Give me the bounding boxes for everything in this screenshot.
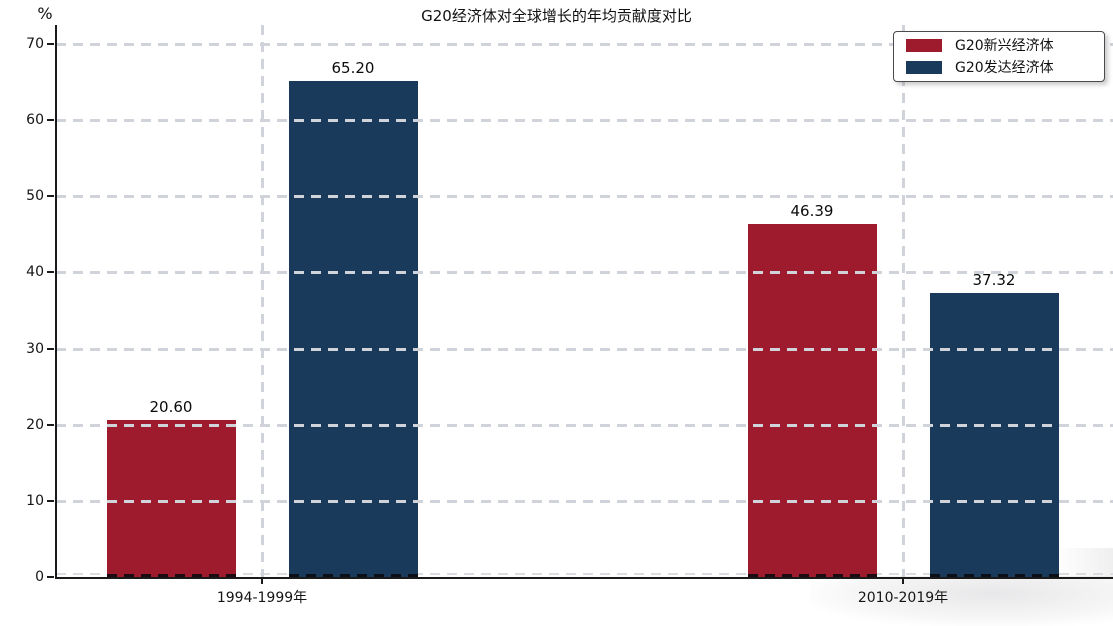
bar-value-label: 37.32 <box>972 270 1016 289</box>
y-tick-label: 60 <box>26 112 44 129</box>
x-tick-mark <box>261 579 263 584</box>
y-tick-label: 40 <box>26 264 44 281</box>
legend-item: G20发达经济体 <box>894 59 1104 77</box>
bar-value-label: 46.39 <box>790 201 834 220</box>
y-tick-label: 30 <box>26 340 44 357</box>
y-tick-label: 50 <box>26 188 44 205</box>
y-tick-mark <box>47 43 54 46</box>
gridline-x-0 <box>261 25 264 577</box>
y-axis-unit-label: % <box>37 4 53 23</box>
gridline-y40 <box>56 271 1113 275</box>
y-tick-mark <box>47 347 54 350</box>
y-tick-label: 20 <box>26 416 44 433</box>
x-tick-mark <box>902 579 904 584</box>
legend-label: G20新兴经济体 <box>955 37 1054 54</box>
y-tick-mark <box>47 499 54 502</box>
bar-baseline-dashes <box>288 573 418 577</box>
y-tick-mark <box>47 423 54 426</box>
gridline-y0 <box>56 573 1113 575</box>
y-tick-label: 0 <box>35 569 44 585</box>
gridline-y60 <box>56 119 1113 123</box>
legend-swatch <box>906 61 942 74</box>
gridline-y20 <box>56 423 1113 427</box>
x-tick-label: 1994-1999年 <box>216 590 308 606</box>
y-tick-mark <box>47 195 54 198</box>
bar-baseline-dashes <box>929 573 1059 577</box>
y-tick-mark <box>47 576 54 578</box>
legend: G20新兴经济体 G20发达经济体 <box>893 31 1105 82</box>
gridline-x-1 <box>902 25 905 577</box>
x-tick-label: 2010-2019年 <box>857 590 949 606</box>
gridline-y50 <box>56 195 1113 199</box>
gridline-y10 <box>56 499 1113 503</box>
legend-label: G20发达经济体 <box>955 59 1054 76</box>
bar-G20新兴经济体-2010-2019年 <box>747 223 877 577</box>
bar-baseline-dashes <box>106 573 236 577</box>
gridline-y70 <box>56 43 1113 47</box>
y-tick-label: 70 <box>26 36 44 53</box>
chart-title: G20经济体对全球增长的年均贡献度对比 <box>421 7 692 25</box>
y-tick-mark <box>47 271 54 274</box>
bar-value-label: 65.20 <box>331 58 375 77</box>
bar-value-label: 20.60 <box>149 398 193 417</box>
bar-G20新兴经济体-1994-1999年 <box>106 420 236 577</box>
bar-G20发达经济体-1994-1999年 <box>288 80 418 577</box>
legend-item: G20新兴经济体 <box>894 37 1104 55</box>
y-tick-label: 10 <box>26 492 44 509</box>
x-axis-line <box>55 577 1113 579</box>
gridline-y30 <box>56 347 1113 351</box>
y-axis-line <box>55 25 57 577</box>
y-tick-mark <box>47 119 54 122</box>
legend-swatch <box>906 39 942 52</box>
bar-baseline-dashes <box>747 573 877 577</box>
bar-G20发达经济体-2010-2019年 <box>929 292 1059 577</box>
